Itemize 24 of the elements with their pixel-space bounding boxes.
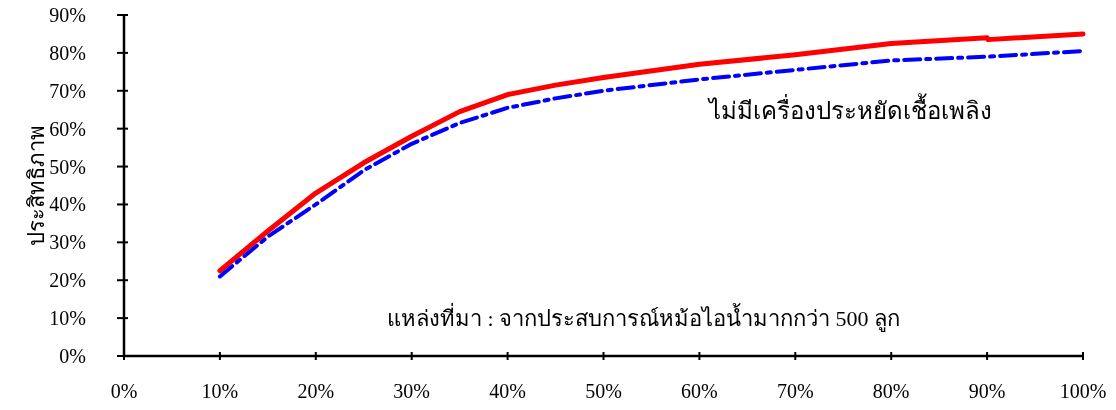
y-tick-label: 0% [59,345,86,367]
y-tick-label: 70% [49,79,86,102]
annotation: แหล่งที่มา : จากประสบการณ์หม้อไอน้ำมากกว่า 500 ลูก [386,303,901,332]
series-label: ไม่มีเครื่องประหยัดเชื้อเพลิง [707,93,993,125]
y-axis-title: ประสิทธิภาพ [24,125,49,246]
x-tick-label: 40% [489,380,526,402]
x-tick-label: 10% [201,380,239,402]
y-tick-label: 30% [49,231,86,254]
y-tick-label: 10% [49,307,86,330]
y-tick-label: 60% [49,117,86,140]
y-tick-label: 50% [49,155,86,178]
x-tick-label: 80% [872,380,910,402]
x-tick-label: 30% [393,380,431,402]
x-tick-label: 90% [968,380,1006,402]
y-tick-label: 40% [49,193,86,216]
x-tick-label: 50% [585,380,622,402]
y-tick-label: 90% [49,4,86,26]
y-tick-label: 20% [49,269,86,292]
y-tick-label: 80% [49,41,86,64]
x-tick-label: 20% [297,380,335,402]
x-tick-label: 70% [776,380,814,402]
x-tick-label: 100% [1059,380,1107,402]
x-tick-label: 0% [110,380,138,402]
x-tick-label: 60% [681,380,718,402]
